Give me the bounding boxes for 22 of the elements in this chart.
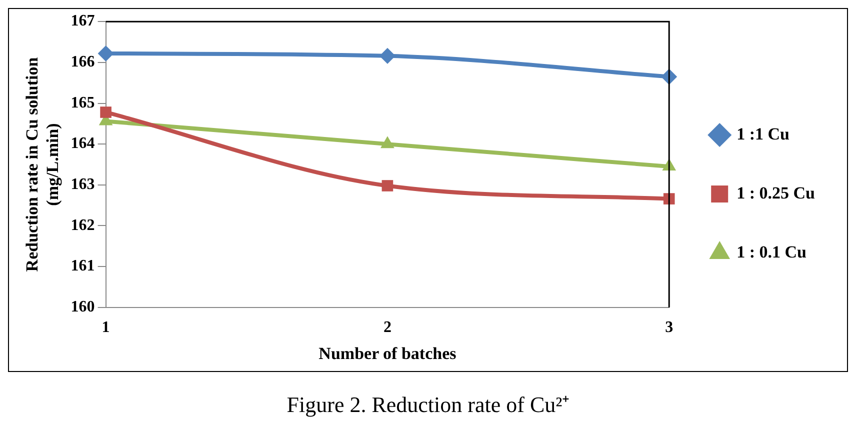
caption: Figure 2. Reduction rate of Cu²⁺ bbox=[286, 391, 570, 418]
x-tick-label: 2 bbox=[383, 319, 392, 336]
y-tick-label: 160 bbox=[70, 298, 95, 316]
point bbox=[98, 45, 114, 62]
y-axis-title: Reduction rate in Cu solution (mg/L.min) bbox=[22, 56, 62, 272]
x-axis-title: Number of batches bbox=[318, 344, 457, 364]
y-tick-label: 164 bbox=[70, 135, 95, 152]
y-tick-label: 163 bbox=[70, 176, 95, 194]
point bbox=[382, 180, 394, 192]
point bbox=[379, 48, 396, 64]
x-tick-label: 3 bbox=[665, 319, 674, 336]
legend-label: 1 : 0.25 Cu bbox=[736, 183, 816, 202]
x-tick-label: 1 bbox=[102, 319, 110, 336]
legend-label: 1 :1 Cu bbox=[736, 124, 790, 144]
y-tick-label: 165 bbox=[70, 94, 95, 112]
y-tick-label: 167 bbox=[70, 12, 95, 30]
y-tick-label: 166 bbox=[70, 54, 95, 71]
legend-label: 1 : 0.1 Cu bbox=[736, 242, 807, 262]
y-tick-label: 162 bbox=[70, 216, 95, 234]
y-tick-label: 161 bbox=[70, 258, 95, 275]
point bbox=[100, 106, 112, 118]
point bbox=[663, 193, 675, 204]
